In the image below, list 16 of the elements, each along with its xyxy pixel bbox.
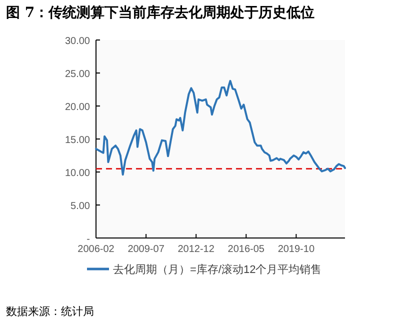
legend: 去化周期（月）=库存/滚动12个月平均销售 [87,264,322,276]
title: 图 7：传统测算下当前库存去化周期处于历史低位 [6,5,315,21]
y-tick-label: 20.00 [64,102,90,113]
y-tick-label: 30.00 [64,36,90,47]
legend-label: 去化周期（月）=库存/滚动12个月平均销售 [113,263,322,276]
y-tick-label: 5.00 [70,201,90,212]
x-tick-label: 2006-02 [78,244,115,255]
y-tick-label: 25.00 [64,69,90,80]
x-tick-label: 2019-10 [278,244,315,255]
x-tick-label: 2016-05 [228,244,265,255]
x-tick-label: 2012-12 [178,244,215,255]
y-tick-label: 15.00 [64,135,90,146]
y-tick-label: 10.00 [64,168,90,179]
annotation: 数据来源：统计局 [6,306,94,318]
y-tick-label: - [86,234,90,245]
x-tick-label: 2009-07 [128,244,165,255]
